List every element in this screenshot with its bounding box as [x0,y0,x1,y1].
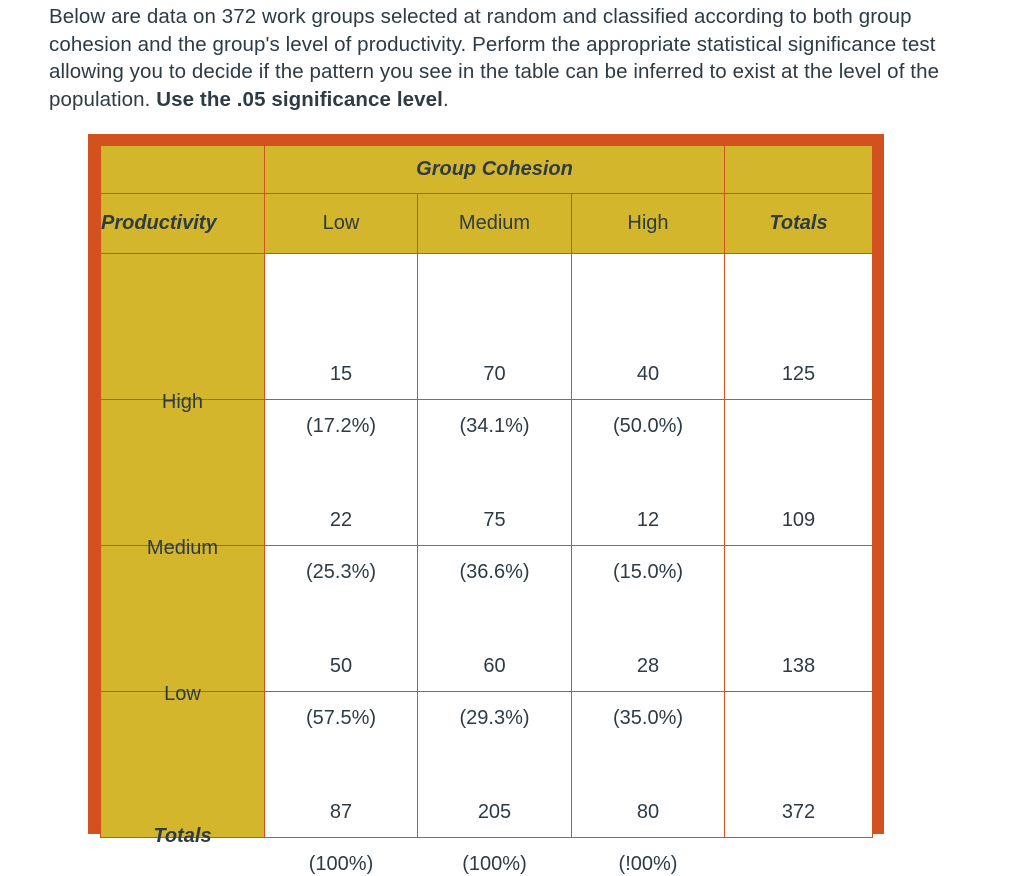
cell-count: 28 [636,654,660,677]
col-header-totals: Totals [724,193,873,254]
cell-percent: (35.0%) [612,706,684,729]
cell-count: 80 [636,800,660,823]
row-total-low: 138 [724,545,873,692]
cell-medium-high: 12 (15.0%) [571,399,725,583]
cell-count: 12 [636,508,660,531]
row-total-value: 109 [781,508,816,531]
grand-total: 372 [724,691,873,838]
cell-percent: (!00%) [618,852,678,875]
cell-percent: (100%) [462,852,527,875]
cell-count: 205 [477,800,512,823]
row-label-medium: Medium [146,536,219,559]
cell-count: 87 [329,800,353,823]
col-header-medium: Medium [417,193,572,254]
cell-low-low: 50 (57.5%) [264,545,418,729]
cell-low-medium: 60 (29.3%) [417,545,572,729]
cell-percent: (57.5%) [305,706,377,729]
row-label-low: Low [164,682,201,705]
contingency-table: Group Cohesion Productivity Low Medium H… [100,145,873,875]
problem-statement: Below are data on 372 work groups select… [49,3,979,114]
cell-percent: (36.6%) [459,560,530,583]
problem-text-ending: . [442,88,449,112]
cell-total-high: 80 (!00%) [571,691,725,875]
cell-low-high: 28 (35.0%) [571,545,725,729]
cell-count: 50 [329,654,353,677]
corner-cell [100,145,265,194]
cell-count: 70 [483,362,506,385]
group-cohesion-title: Group Cohesion [264,145,725,194]
cell-medium-low: 22 (25.3%) [264,399,418,583]
cell-percent: (15.0%) [612,560,684,583]
table-row: Low 50 (57.5%) 60 (29.3%) 28 (35.0%) 138 [100,545,873,729]
row-total-value: 125 [781,362,816,385]
cell-percent: (34.1%) [459,414,530,437]
cell-total-low: 87 (100%) [264,691,418,875]
problem-text: Below are data on 372 work groups select… [49,5,940,112]
cell-percent: (17.2%) [305,414,377,437]
productivity-label: Productivity [100,193,265,254]
col-header-low: Low [264,193,418,254]
table-row: High 15 (17.2%) 70 (34.1%) 40 (50.0%) 125 [100,253,873,437]
row-label-high: High [161,390,204,413]
cell-high-low: 15 (17.2%) [264,253,418,437]
grand-total-value: 372 [781,800,816,823]
row-total-medium: 109 [724,399,873,546]
row-total-value: 138 [781,654,816,677]
cell-count: 75 [483,508,506,531]
cell-high-high: 40 (50.0%) [571,253,725,437]
table-row: Totals 87 (100%) 205 (100%) 80 (!00%) 372 [100,691,873,875]
col-header-high: High [571,193,725,254]
cell-count: 60 [483,654,506,677]
cell-count: 15 [329,362,353,385]
cell-medium-medium: 75 (36.6%) [417,399,572,583]
cell-count: 22 [329,508,353,531]
cell-percent: (100%) [308,852,374,875]
cell-count: 40 [636,362,660,385]
cell-percent: (25.3%) [305,560,377,583]
cell-percent: (29.3%) [459,706,530,729]
row-label-totals: Totals [153,824,212,847]
table-row: Medium 22 (25.3%) 75 (36.6%) 12 (15.0%) 109 [100,399,873,583]
cell-percent: (50.0%) [612,414,684,437]
significance-level-emphasis: Use the .05 significance level [156,88,443,112]
cell-high-medium: 70 (34.1%) [417,253,572,437]
row-total-high: 125 [724,253,873,400]
header-blank-cell [724,145,873,194]
